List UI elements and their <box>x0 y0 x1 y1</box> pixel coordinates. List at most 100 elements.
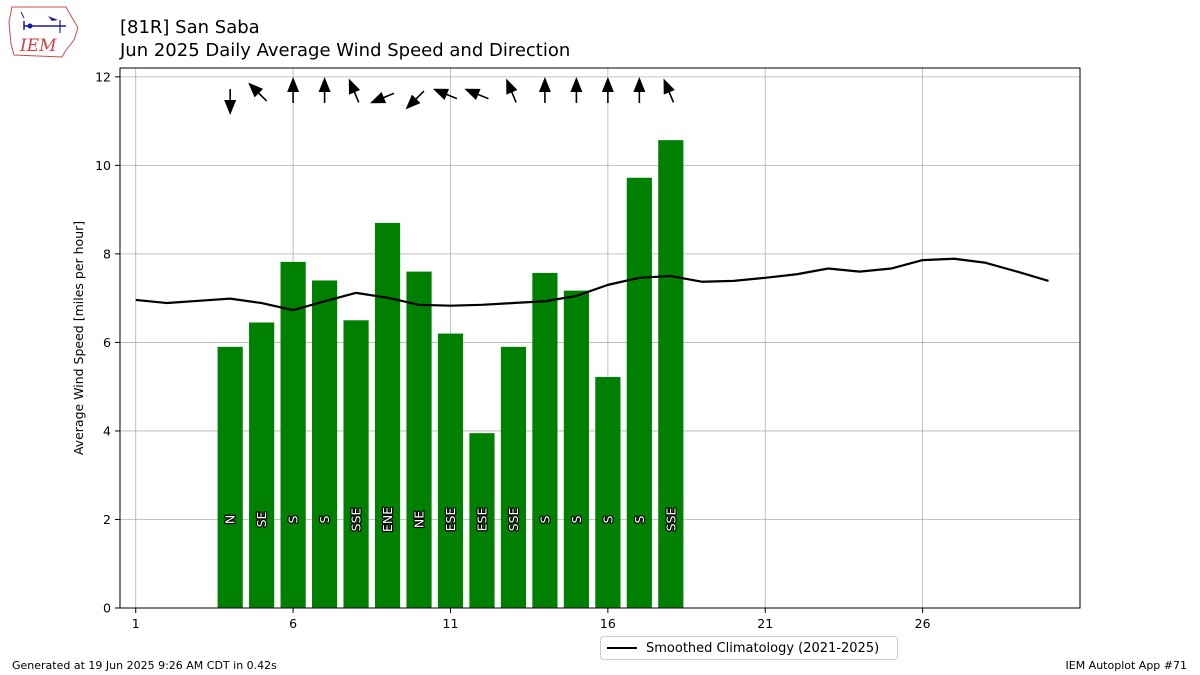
bar-day-13 <box>500 346 527 608</box>
wind-arrow-day-14 <box>538 77 551 103</box>
logo: IEM <box>8 6 79 58</box>
wind-arrow-day-10 <box>405 90 425 110</box>
wind-arrow-head <box>432 88 450 101</box>
wind-arrow-day-13 <box>506 78 518 103</box>
x-tick-label: 6 <box>289 616 297 631</box>
legend-label: Smoothed Climatology (2021-2025) <box>646 640 880 656</box>
direction-label-day-18: SSE <box>663 507 678 531</box>
wind-arrow-shaft <box>667 90 675 103</box>
wind-arrow-shaft <box>256 91 268 102</box>
wind-arrow-head <box>570 77 583 92</box>
wind-arrow-head <box>663 78 675 95</box>
y-tick-label: 6 <box>103 335 111 350</box>
footer-generated: Generated at 19 Jun 2025 9:26 AM CDT in … <box>12 659 277 672</box>
wind-arrow-head <box>506 78 518 95</box>
direction-label-day-6: S <box>286 515 301 523</box>
plot-frame <box>119 67 1081 609</box>
wind-arrow-day-16 <box>601 77 614 103</box>
wind-arrow-shaft <box>381 92 395 100</box>
page-subtitle: Jun 2025 Daily Average Wind Speed and Di… <box>120 40 571 61</box>
bar-day-14 <box>532 272 558 608</box>
wind-arrows <box>224 77 675 115</box>
bar-day-17 <box>626 177 652 608</box>
wind-arrow-head <box>405 94 421 110</box>
wind-arrow-head <box>369 91 387 104</box>
climatology-line <box>135 257 1049 312</box>
bars <box>217 140 684 609</box>
bar-day-16 <box>595 376 621 608</box>
direction-label-day-7: S <box>317 515 332 523</box>
direction-label-day-12: ESE <box>474 508 489 532</box>
wind-arrow-day-15 <box>570 77 583 103</box>
y-tick-label: 12 <box>95 69 111 84</box>
wind-arrow-day-17 <box>633 77 646 103</box>
wind-arrow-shaft <box>444 92 458 100</box>
bar-day-6 <box>280 261 306 608</box>
bar-day-7 <box>312 280 338 608</box>
wind-arrow-head <box>633 77 646 92</box>
climatology-series <box>135 257 1049 312</box>
wind-arrow-day-11 <box>432 88 458 101</box>
x-tick-label: 11 <box>443 616 459 631</box>
wind-arrow-day-6 <box>287 77 300 103</box>
wind-arrow-head <box>318 77 331 92</box>
x-tick-label: 1 <box>132 616 140 631</box>
x-tick-label: 21 <box>757 616 773 631</box>
iowa-state-outline <box>8 6 79 58</box>
y-tick-label: 8 <box>103 246 111 261</box>
bar-day-18 <box>658 140 684 609</box>
wind-arrow-shaft <box>353 90 360 103</box>
legend-line-swatch <box>607 647 637 649</box>
bar-day-10 <box>406 271 432 608</box>
y-tick-label: 2 <box>103 512 111 527</box>
wind-arrow-head <box>287 77 300 92</box>
direction-labels: N SE S S SSE ENE NE ESE ESE SSE S S S S SSE <box>221 506 679 534</box>
footer-app: IEM Autoplot App #71 <box>1065 659 1188 672</box>
direction-label-day-4: N <box>223 515 238 524</box>
direction-label-day-13: SSE <box>506 507 521 531</box>
y-tick-label: 10 <box>95 158 111 173</box>
direction-label-day-8: SSE <box>349 507 364 531</box>
wind-arrow-shaft <box>414 90 425 101</box>
bar-day-4 <box>217 346 243 608</box>
direction-label-day-9: ENE <box>380 507 395 532</box>
wind-arrow-shaft <box>476 92 489 100</box>
direction-label-day-16: S <box>600 515 615 523</box>
wind-arrow-head <box>538 77 551 92</box>
direction-label-day-11: ESE <box>443 508 458 532</box>
x-tick-label: 16 <box>600 616 616 631</box>
direction-label-day-15: S <box>569 515 584 523</box>
bar-day-9 <box>374 222 401 608</box>
wind-arrow-head <box>224 100 237 115</box>
bar-day-8 <box>343 320 369 608</box>
direction-label-day-14: S <box>537 515 552 523</box>
y-tick-label: 4 <box>103 423 111 438</box>
legend: Smoothed Climatology (2021-2025) <box>600 636 898 660</box>
wind-arrow-head <box>248 82 264 98</box>
direction-label-day-10: NE <box>412 511 427 528</box>
bar-day-15 <box>563 290 589 608</box>
wind-arrow-head <box>464 88 481 101</box>
direction-label-day-5: SE <box>254 511 269 527</box>
direction-label-day-17: S <box>632 515 647 523</box>
page-title: [81R] San Saba <box>120 17 260 38</box>
bar-day-12 <box>469 433 495 608</box>
wind-arrow-day-4 <box>224 89 237 115</box>
wind-arrow-head <box>601 77 614 92</box>
y-tick-label: 0 <box>103 601 111 616</box>
wind-arrow-day-8 <box>348 78 361 103</box>
wind-arrow-day-7 <box>318 77 331 103</box>
wind-arrow-day-5 <box>248 82 268 102</box>
wind-arrow-day-9 <box>369 91 395 104</box>
wind-arrow-day-18 <box>663 78 675 103</box>
bar-day-11 <box>437 333 464 608</box>
wind-arrow-shaft <box>510 90 517 103</box>
logo-text: IEM <box>19 36 57 56</box>
wind-arrow-head <box>348 78 361 95</box>
x-tick-label: 26 <box>915 616 931 631</box>
y-axis-label: Average Wind Speed [miles per hour] <box>71 221 86 455</box>
wind-arrow-day-12 <box>464 88 489 101</box>
bar-day-5 <box>249 322 275 608</box>
